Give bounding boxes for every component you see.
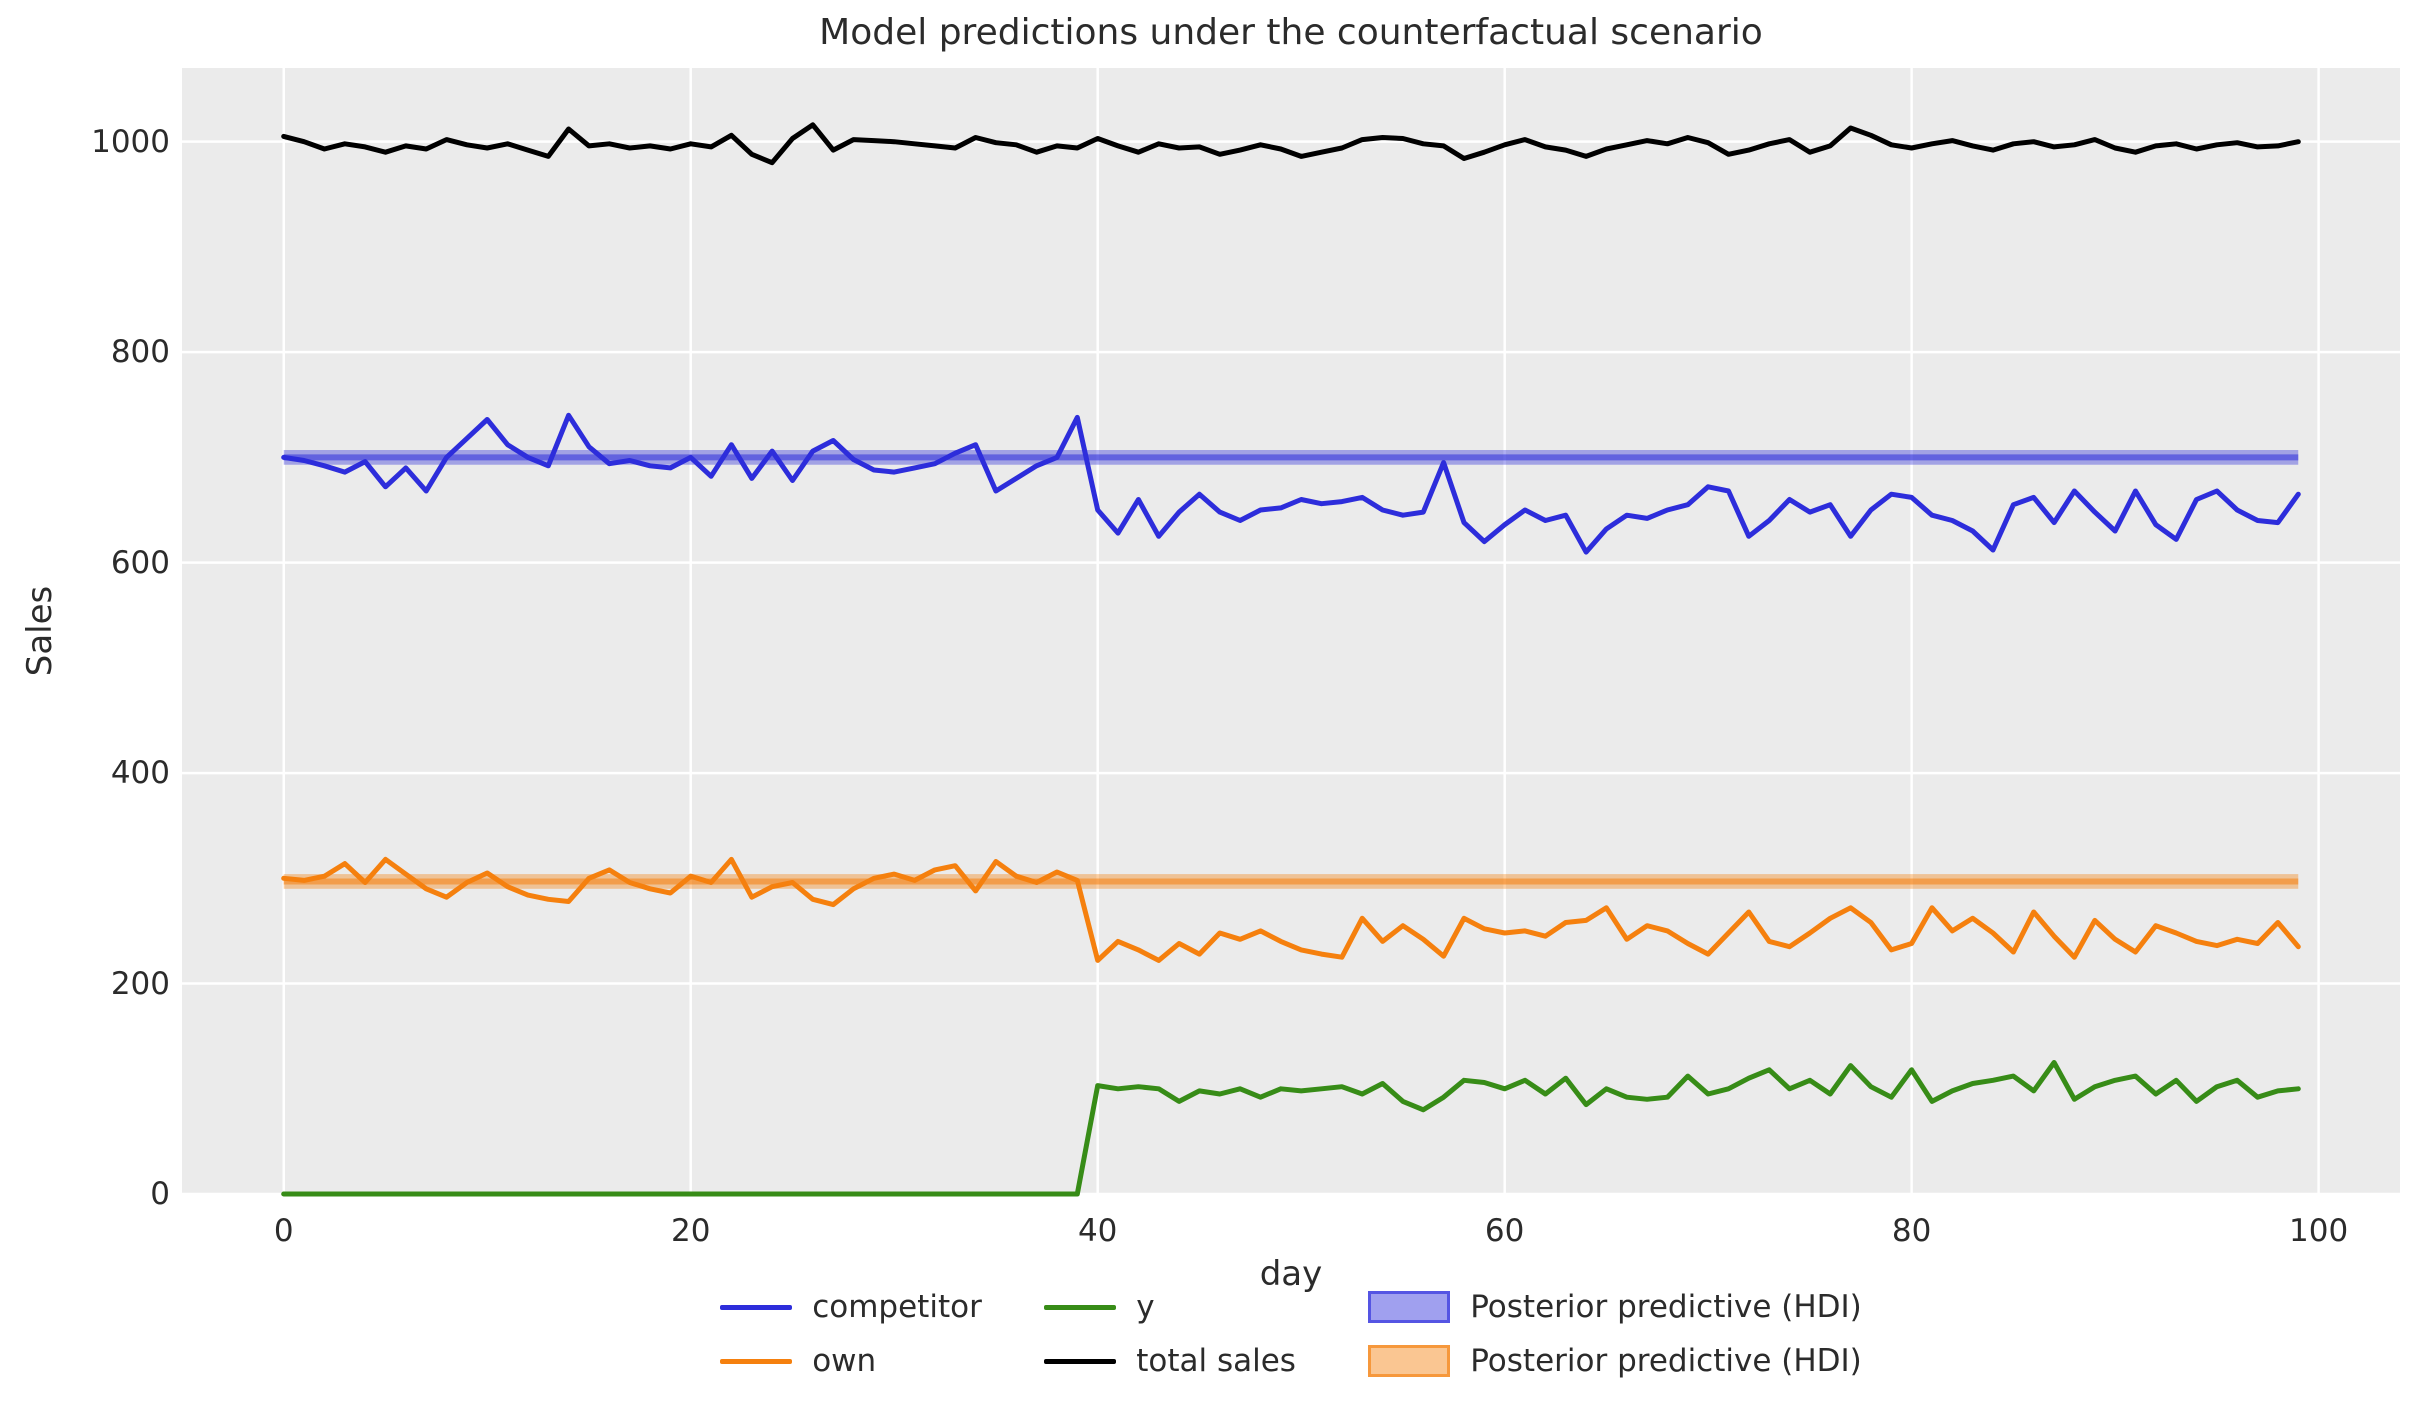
y-line (281, 1060, 2301, 1197)
legend: competitor own y total sales Posterior predi… (182, 1288, 2400, 1380)
x-axis-label: day (1259, 1254, 1323, 1294)
y-axis-label: Sales (20, 585, 60, 677)
legend-patch-swatch (1368, 1345, 1451, 1377)
x-tick-label: 80 (1891, 1213, 1932, 1249)
y-tick-label: 200 (110, 965, 170, 1002)
legend-label: Posterior predictive (HDI) (1470, 1343, 1862, 1379)
own-line (281, 856, 2301, 963)
legend-column: y total sales (1044, 1288, 1306, 1380)
legend-item-competitor: competitor (720, 1288, 982, 1326)
legend-label: own (812, 1343, 877, 1379)
y-tick-label: 0 (150, 1176, 170, 1212)
x-tick-label: 60 (1484, 1213, 1525, 1249)
legend-item-own: own (720, 1342, 982, 1380)
x-tick-label: 40 (1077, 1213, 1118, 1249)
legend-line-swatch (720, 1304, 793, 1310)
legend-item-posterior-predictive-hdi-2: Posterior predictive (HDI) (1368, 1342, 1862, 1380)
legend-label: competitor (812, 1289, 982, 1325)
y-tick-label: 600 (110, 544, 170, 581)
legend-line-swatch (1044, 1304, 1117, 1310)
legend-item-posterior-predictive-hdi: Posterior predictive (HDI) (1368, 1288, 1862, 1326)
x-tick-label: 0 (273, 1213, 294, 1249)
chart-title: Model predictions under the counterfactu… (819, 12, 1763, 53)
legend-item-y: y (1044, 1288, 1306, 1326)
legend-column: Posterior predictive (HDI) Posterior pred… (1368, 1288, 1862, 1380)
legend-label: y (1136, 1289, 1155, 1325)
legend-label: total sales (1136, 1343, 1296, 1379)
y-tick-label: 400 (110, 755, 170, 792)
total-sales-line (281, 122, 2301, 166)
legend-column: competitor own (720, 1288, 982, 1380)
legend-patch-swatch (1368, 1291, 1451, 1323)
plot-area (182, 68, 2400, 1197)
chart-canvas (182, 68, 2400, 1197)
legend-line-swatch (1044, 1358, 1117, 1364)
legend-item-total-sales: total sales (1044, 1342, 1306, 1380)
x-tick-label: 20 (670, 1213, 711, 1249)
legend-label: Posterior predictive (HDI) (1470, 1289, 1862, 1325)
competitor-line (281, 412, 2301, 555)
y-tick-label: 800 (110, 334, 170, 371)
x-tick-label: 100 (2289, 1213, 2349, 1249)
legend-line-swatch (720, 1358, 793, 1364)
y-tick-label: 1000 (91, 123, 170, 160)
